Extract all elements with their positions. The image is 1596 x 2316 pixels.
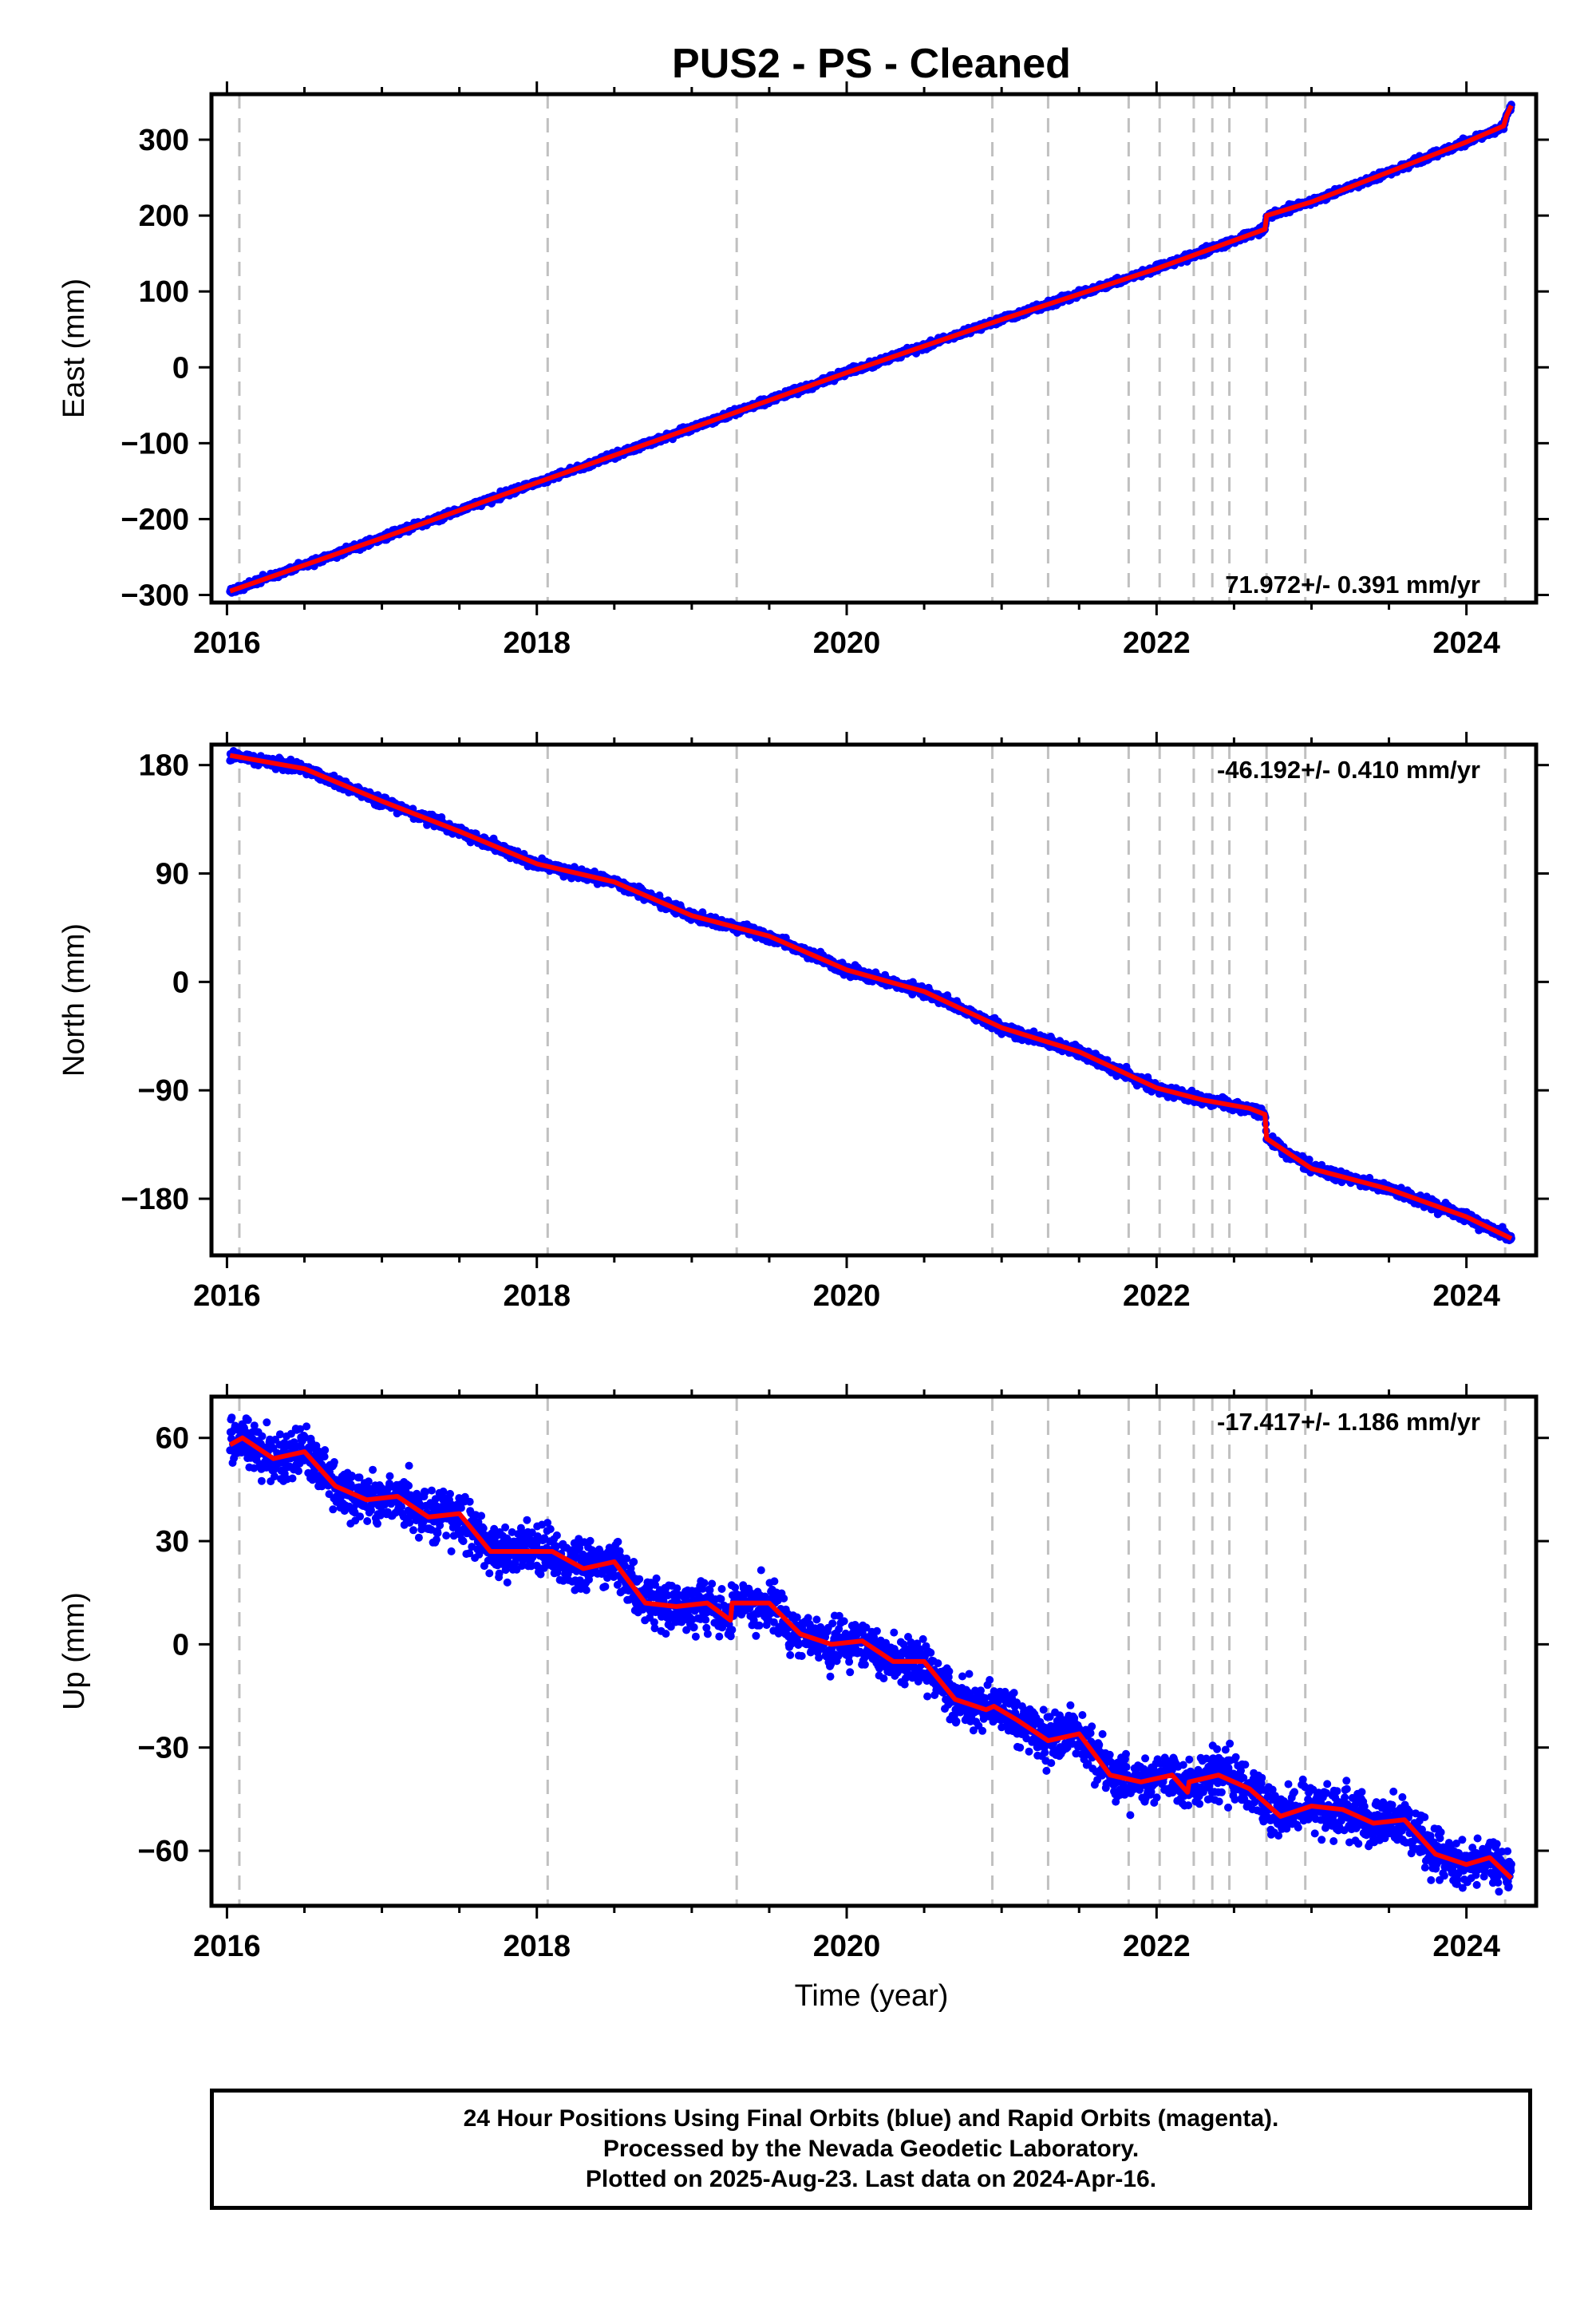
x-tick-label: 2018 — [503, 626, 571, 660]
x-tick-label: 2024 — [1432, 626, 1500, 660]
y-axis-label: East (mm) — [57, 279, 91, 418]
chart-title: PUS2 - PS - Cleaned — [672, 41, 1071, 87]
east-panel: 2016 2018 2020 2022 2024 −300 −200 −100 0 100 200 3… — [57, 81, 1549, 660]
y-tick-label: 100 — [139, 275, 189, 309]
y-tick-label: 200 — [139, 200, 189, 233]
x-tick-label: 2016 — [193, 626, 261, 660]
x-tick-label: 2022 — [1123, 626, 1191, 660]
y-tick-label: −100 — [120, 427, 189, 460]
east-frame — [209, 92, 1539, 605]
rate-label: 71.972+/- 0.391 mm/yr — [1225, 571, 1480, 599]
east-fit-line — [229, 105, 1514, 594]
y-tick-label: 0 — [172, 351, 189, 385]
y-tick-label: −300 — [120, 579, 189, 612]
y-tick-label: 300 — [139, 124, 189, 157]
y-tick-label: −200 — [120, 503, 189, 536]
x-tick-label: 2020 — [813, 626, 881, 660]
